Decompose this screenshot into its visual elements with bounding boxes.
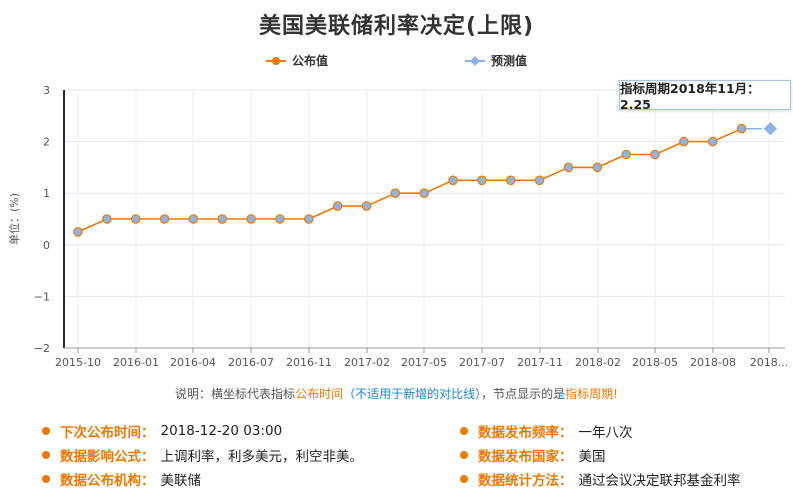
published-point: [361, 201, 372, 211]
published-point: [448, 175, 458, 186]
published-point: [505, 175, 516, 186]
y-tick-label: 0: [43, 239, 50, 252]
x-tick-label: 2018-02: [575, 356, 621, 369]
x-tick-label: 2015-10: [55, 356, 101, 369]
published-point: [390, 188, 401, 198]
info-next-release-value: 2018-12-20 03:00: [160, 423, 283, 439]
published-point: [419, 188, 429, 198]
published-point: [246, 214, 256, 224]
x-tick-label: 2017-11: [517, 356, 563, 369]
published-point: [679, 136, 689, 147]
published-series-line: [77, 127, 742, 233]
chart-tooltip: 指标周期2018年11月：2.25: [619, 80, 791, 112]
bullet-icon: [42, 451, 50, 459]
legend-item-published[interactable]: 公布值: [266, 52, 328, 69]
y-tick-label: 3: [43, 84, 50, 97]
x-tick-label: 2016-11: [286, 356, 332, 369]
published-point: [477, 175, 487, 186]
note-text-1: 说明：横坐标代表指标: [175, 387, 296, 401]
info-frequency: 数据发布频率： 一年八次: [460, 421, 633, 441]
info-agency-value: 美联储: [160, 473, 202, 489]
info-formula: 数据影响公式： 上调利率，利多美元，利空非美。: [42, 445, 363, 465]
published-point: [332, 201, 343, 211]
x-tick-label: 2017-05: [401, 356, 447, 369]
published-point: [159, 214, 170, 224]
info-method-value: 通过会议决定联邦基金利率: [578, 473, 741, 489]
note-text-2: ，节点显示的是: [481, 387, 566, 401]
info-next-release: 下次公布时间： 2018-12-20 03:00: [42, 421, 282, 441]
legend-forecast-label: 预测值: [491, 54, 528, 68]
bullet-icon: [42, 475, 50, 483]
bullet-icon: [460, 427, 468, 435]
y-tick-label: 1: [43, 187, 50, 200]
x-tick-label: 2016-07: [228, 356, 274, 369]
info-country-value: 美国: [578, 449, 606, 465]
info-frequency-label: 数据发布频率：: [478, 425, 573, 441]
published-point: [303, 214, 314, 224]
info-frequency-value: 一年八次: [578, 425, 633, 441]
bullet-icon: [42, 427, 50, 435]
info-agency-label: 数据公布机构：: [60, 473, 155, 489]
legend-published-marker-icon: [266, 56, 286, 65]
chart-legend: 公布值 预测值: [0, 52, 793, 72]
info-method-label: 数据统计方法：: [478, 473, 573, 489]
info-method: 数据统计方法： 通过会议决定联邦基金利率: [460, 469, 741, 489]
chart-note: 说明：横坐标代表指标公布时间（不适用于新增的对比线），节点显示的是指标周期!: [0, 385, 793, 402]
note-text-publish-time: 公布时间: [295, 387, 344, 401]
y-tick-label: −1: [34, 290, 50, 303]
line-chart: 3 2 1 0 −1 −2 2015-10 2016-01 2016-04 2016-07 2016…: [7, 84, 788, 369]
chart-title: 美国美联储利率决定(上限): [258, 14, 535, 39]
info-country: 数据发布国家： 美国: [460, 445, 606, 465]
x-tick-label: 2017-02: [344, 356, 390, 369]
published-point: [563, 162, 574, 173]
published-point: [592, 162, 603, 173]
y-axis-label: 单位：(%): [7, 193, 21, 245]
published-point: [73, 227, 83, 237]
forecast-point: [761, 119, 780, 138]
note-text-exclaim: !: [613, 387, 618, 401]
y-tick-label: −2: [34, 342, 50, 355]
x-tick-label: 2018...: [750, 356, 788, 369]
bullet-icon: [460, 475, 468, 483]
x-tick-label: 2017-07: [459, 356, 505, 369]
bullet-icon: [460, 451, 468, 459]
published-point: [650, 149, 660, 160]
published-point: [275, 214, 285, 224]
published-point: [102, 214, 112, 224]
published-point: [534, 175, 545, 186]
legend-item-forecast[interactable]: 预测值: [465, 52, 527, 69]
published-point: [217, 214, 228, 224]
published-point: [621, 149, 631, 160]
info-country-label: 数据发布国家：: [478, 449, 573, 465]
legend-forecast-marker-icon: [465, 55, 485, 66]
info-next-release-label: 下次公布时间：: [60, 425, 155, 441]
y-tick-label: 2: [43, 136, 50, 149]
note-text-period: 指标周期: [565, 387, 614, 401]
info-formula-value: 上调利率，利多美元，利空非美。: [160, 449, 364, 465]
x-tick-label: 2016-01: [113, 356, 159, 369]
x-tick-label: 2016-04: [170, 356, 216, 369]
x-tick-label: 2018-08: [690, 356, 736, 369]
published-point: [130, 214, 141, 224]
info-agency: 数据公布机构： 美联储: [42, 469, 201, 489]
legend-published-label: 公布值: [292, 54, 329, 68]
published-point: [188, 214, 199, 224]
info-formula-label: 数据影响公式：: [60, 449, 155, 465]
x-tick-label: 2018-05: [632, 356, 678, 369]
published-point: [707, 136, 718, 147]
note-text-not-applicable: （不适用于新增的对比线）: [343, 387, 482, 401]
published-point: [736, 123, 747, 134]
